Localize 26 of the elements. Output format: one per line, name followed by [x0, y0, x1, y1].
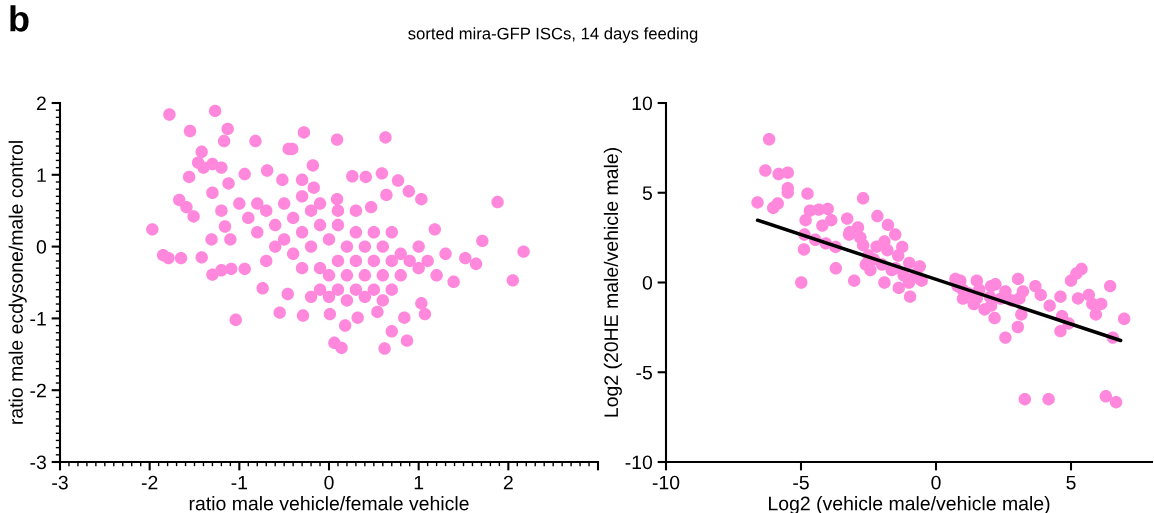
y-tick-label: 10 [632, 96, 653, 111]
y-tick-label: 0 [642, 275, 653, 290]
x-tick-label: 5 [1066, 475, 1076, 490]
text: b [10, 5, 29, 32]
x-tick-label: 2 [503, 475, 513, 490]
y-tick-label: -2 [30, 383, 46, 398]
y-tick-label: -10 [625, 455, 653, 470]
x-axis-title: ratio male vehicle/female vehicle [189, 496, 469, 511]
x-tick-label: -10 [652, 475, 680, 490]
y-tick-label: 0 [36, 240, 47, 254]
x-tick-label: -2 [141, 475, 158, 490]
x-tick-label: 0 [931, 475, 941, 490]
y-tick-label: -1 [30, 312, 46, 326]
y-tick-label: -5 [636, 365, 652, 380]
y-axis-title: Log2 (20HE male/vehicle male) [603, 148, 622, 417]
chart-title: sorted mira-GFP ISCs, 14 days feeding [408, 27, 698, 43]
x-tick-label: -5 [793, 475, 809, 490]
y-tick-label: 2 [36, 96, 46, 111]
y-axis-title: ratio male ecdysone/male control [8, 141, 27, 424]
x-tick-label: -1 [231, 475, 248, 490]
x-tick-label: 0 [324, 475, 334, 490]
x-tick-label: 1 [414, 475, 424, 490]
y-tick-label: 1 [37, 168, 46, 182]
y-tick-label: 5 [642, 186, 652, 200]
y-tick-label: -3 [30, 455, 46, 470]
x-tick-label: -3 [52, 475, 68, 490]
